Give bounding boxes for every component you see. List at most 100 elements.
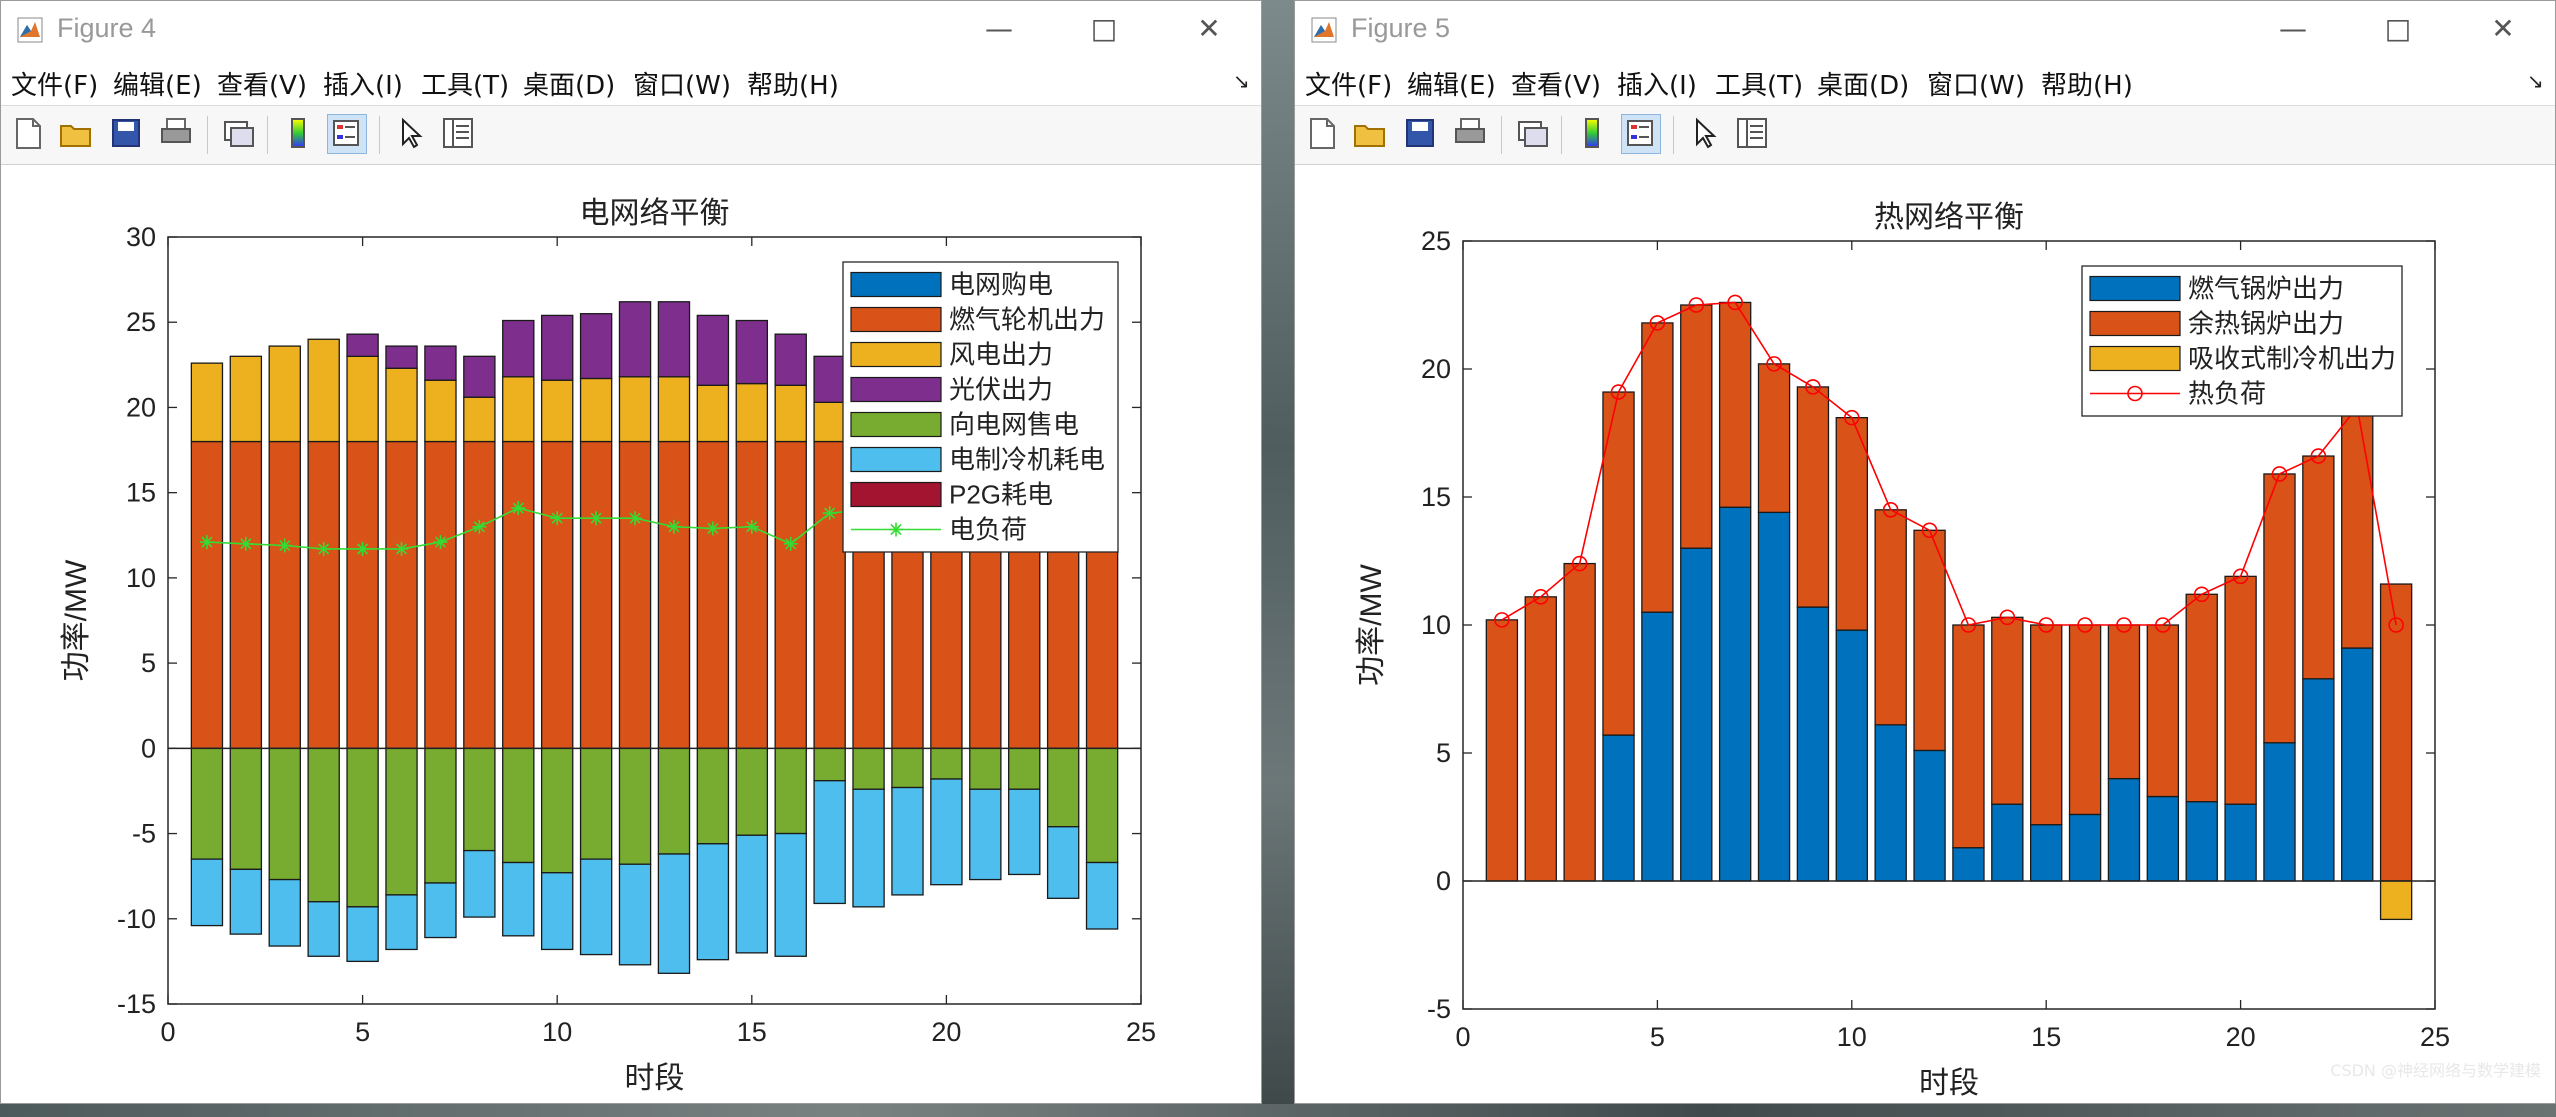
bar [424, 882, 457, 939]
menu-file[interactable]: 文件(F) [11, 71, 99, 101]
watermark: CSDN @神经网络与数学建模 [2330, 1061, 2541, 1080]
bar [424, 345, 457, 381]
property-inspector-icon[interactable] [1733, 114, 1773, 154]
dock-arrow-icon[interactable]: ↘ [1233, 69, 1250, 93]
legend-swatch [850, 411, 942, 438]
bar [2224, 575, 2257, 805]
bar [346, 440, 379, 749]
menu-tools[interactable]: 工具(T) [421, 71, 510, 101]
bar [463, 440, 496, 749]
colorbar-icon[interactable] [1573, 114, 1613, 154]
menu-view[interactable]: 查看(V) [217, 71, 308, 101]
bar [1046, 826, 1080, 899]
close-icon[interactable]: ✕ [2491, 12, 2515, 45]
matlab-icon [1311, 17, 1337, 43]
menu-insert[interactable]: 插入(I) [323, 71, 403, 101]
legend-item: 吸收式制冷机出力 [2089, 344, 2396, 374]
new-file-icon[interactable] [9, 114, 49, 154]
link-plot-icon[interactable] [1513, 114, 1553, 154]
legend-item: 电制冷机耗电 [850, 445, 1105, 475]
bar [969, 788, 1002, 881]
menu-desktop[interactable]: 桌面(D) [1817, 71, 1910, 101]
menu-edit[interactable]: 编辑(E) [1407, 71, 1496, 101]
menu-file[interactable]: 文件(F) [1305, 71, 1393, 101]
bar [735, 834, 769, 954]
bar [1757, 363, 1791, 514]
save-icon[interactable] [1401, 114, 1441, 154]
legend-item: 电负荷 [851, 515, 1027, 545]
menu-desktop[interactable]: 桌面(D) [523, 71, 616, 101]
print-icon[interactable] [1451, 114, 1491, 154]
dock-arrow-icon[interactable]: ↘ [2527, 69, 2544, 93]
maximize-icon[interactable]: □ [1090, 12, 1118, 45]
bar [852, 788, 885, 908]
menu-window[interactable]: 窗口(W) [1927, 71, 2025, 101]
legend-icon[interactable] [1621, 114, 1661, 154]
open-folder-icon[interactable] [57, 114, 97, 154]
bar [852, 747, 885, 790]
bar [1835, 416, 1869, 631]
load-point [1649, 315, 1666, 331]
property-inspector-icon[interactable] [439, 114, 479, 154]
bar [930, 747, 963, 780]
bar [2029, 824, 2063, 882]
pointer-icon[interactable] [1685, 114, 1725, 154]
bar [1913, 749, 1946, 882]
bar [307, 747, 340, 903]
load-line [1501, 301, 2397, 626]
bar [696, 843, 730, 961]
menu-edit[interactable]: 编辑(E) [113, 71, 202, 101]
menu-insert[interactable]: 插入(I) [1617, 71, 1697, 101]
y-axis-label: 功率/MW [60, 559, 93, 681]
bar [813, 401, 846, 443]
bar [2341, 647, 2374, 882]
bar [540, 872, 574, 951]
load-point [2388, 617, 2404, 633]
bar [813, 355, 846, 403]
bar [774, 440, 807, 749]
new-file-icon[interactable] [1303, 114, 1343, 154]
bar [2146, 624, 2180, 798]
chart-heat-balance: 0 5 10 15 20 25-50510152025热网络平衡时段功率/MW燃气锅炉出力… [1355, 201, 2450, 1100]
close-icon[interactable]: ✕ [1197, 12, 1221, 45]
y-axis-label: 功率/MW [1355, 563, 1388, 685]
bar [891, 747, 924, 789]
menu-help[interactable]: 帮助(H) [2041, 71, 2133, 101]
pointer-icon[interactable] [391, 114, 431, 154]
desktop-background-bottom [0, 1104, 2556, 1117]
bar [502, 319, 535, 378]
bar [969, 747, 1002, 790]
load-point [2077, 617, 2093, 633]
legend-label: 燃气轮机出力 [949, 305, 1105, 335]
maximize-icon[interactable]: □ [2384, 12, 2412, 45]
bar [268, 878, 301, 947]
y-tick-label: 10 [1421, 610, 1451, 640]
bar [1524, 596, 1557, 882]
print-icon[interactable] [157, 114, 197, 154]
menu-window[interactable]: 窗口(W) [633, 71, 731, 101]
menu-help[interactable]: 帮助(H) [747, 71, 839, 101]
link-plot-icon[interactable] [219, 114, 259, 154]
window-title: Figure 4 [57, 13, 157, 43]
bar [657, 440, 691, 749]
bar [1796, 386, 1830, 608]
minimize-icon[interactable]: — [985, 12, 1013, 45]
bar [657, 853, 691, 974]
load-point [277, 538, 292, 553]
bar [229, 747, 263, 870]
save-icon[interactable] [107, 114, 147, 154]
legend-icon[interactable] [327, 114, 367, 154]
colorbar-icon[interactable] [279, 114, 319, 154]
menu-view[interactable]: 查看(V) [1511, 71, 1602, 101]
bar [385, 894, 418, 951]
open-folder-icon[interactable] [1351, 114, 1391, 154]
minimize-icon[interactable]: — [2279, 12, 2307, 45]
bar [2185, 800, 2218, 882]
bar [774, 384, 807, 443]
bar [1757, 511, 1791, 882]
menu-tools[interactable]: 工具(T) [1715, 71, 1804, 101]
legend-label: 光伏出力 [949, 375, 1053, 405]
bar [1046, 747, 1080, 828]
bar [190, 858, 224, 927]
bar [463, 747, 496, 852]
